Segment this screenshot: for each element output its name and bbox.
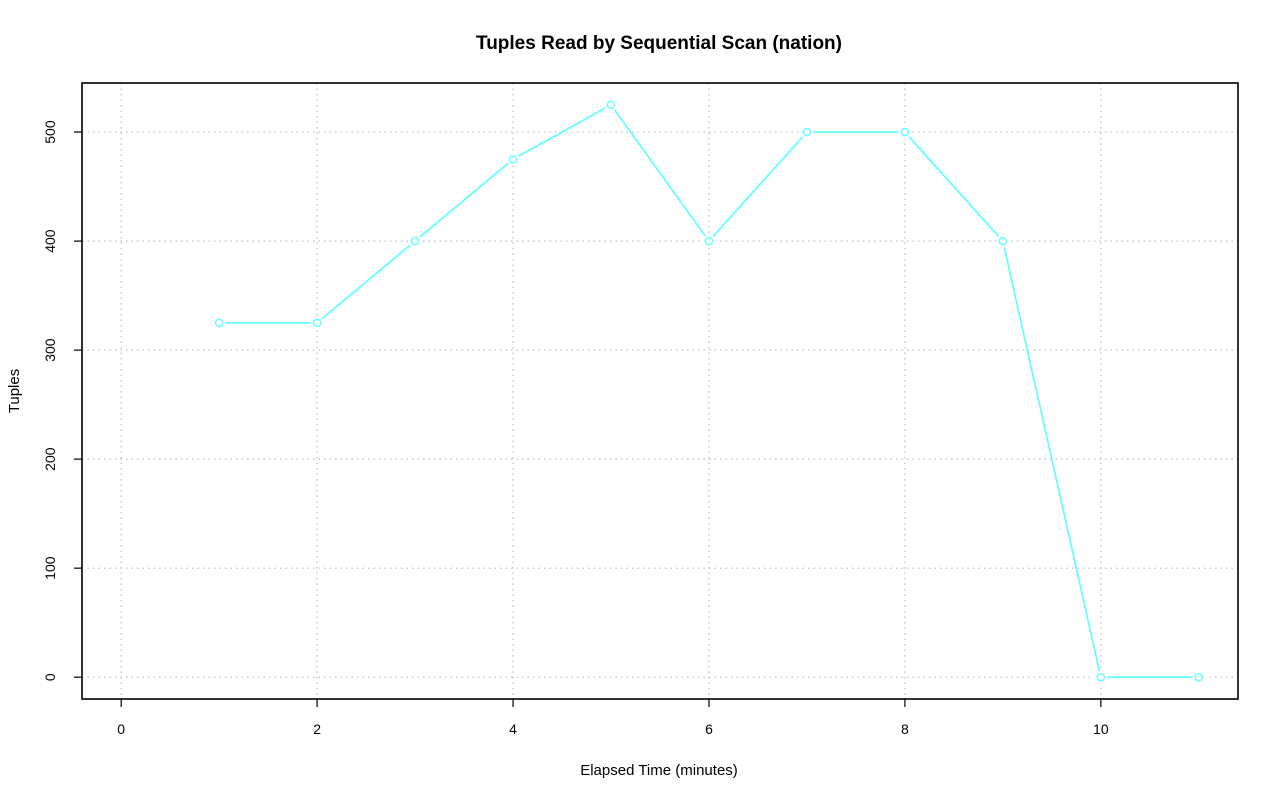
grid-lines (82, 83, 1238, 699)
x-tick-label: 4 (509, 721, 517, 737)
data-point (1194, 672, 1204, 682)
y-tick-label: 200 (42, 447, 58, 471)
plot-frame (81, 82, 1239, 700)
data-point-gap (604, 98, 618, 112)
data-point-gap (310, 316, 324, 330)
data-point-gap (1192, 670, 1206, 684)
data-point (900, 127, 910, 137)
data-point (704, 236, 714, 246)
x-tick-label: 10 (1093, 721, 1109, 737)
data-point-gap (800, 125, 814, 139)
x-tick-label: 6 (705, 721, 713, 737)
series-layer (212, 98, 1206, 684)
y-axis-label: Tuples (6, 369, 23, 413)
y-axis: 0 100 200 300 400 500 (42, 120, 82, 681)
data-point-gap (408, 234, 422, 248)
data-point (802, 127, 812, 137)
chart-title: Tuples Read by Sequential Scan (nation) (476, 33, 842, 54)
data-point-gap (996, 234, 1010, 248)
y-tick-label: 500 (42, 120, 58, 144)
data-point (214, 318, 224, 328)
data-point (1096, 672, 1106, 682)
y-tick-label: 100 (42, 556, 58, 580)
data-point-gap (898, 125, 912, 139)
data-point (508, 154, 518, 164)
data-point-gap (506, 152, 520, 166)
y-tick-label: 300 (42, 338, 58, 362)
data-point (606, 100, 616, 110)
data-point-gap (1094, 670, 1108, 684)
x-axis: 0 2 4 6 8 10 (117, 699, 1109, 737)
x-tick-label: 0 (117, 721, 125, 737)
x-tick-label: 8 (901, 721, 909, 737)
data-point-gap (212, 316, 226, 330)
data-point-gap (702, 234, 716, 248)
y-tick-label: 0 (42, 673, 58, 681)
y-tick-label: 400 (42, 229, 58, 253)
data-point (312, 318, 322, 328)
x-tick-label: 2 (313, 721, 321, 737)
x-axis-label: Elapsed Time (minutes) (580, 762, 738, 779)
data-point (410, 236, 420, 246)
data-point (998, 236, 1008, 246)
